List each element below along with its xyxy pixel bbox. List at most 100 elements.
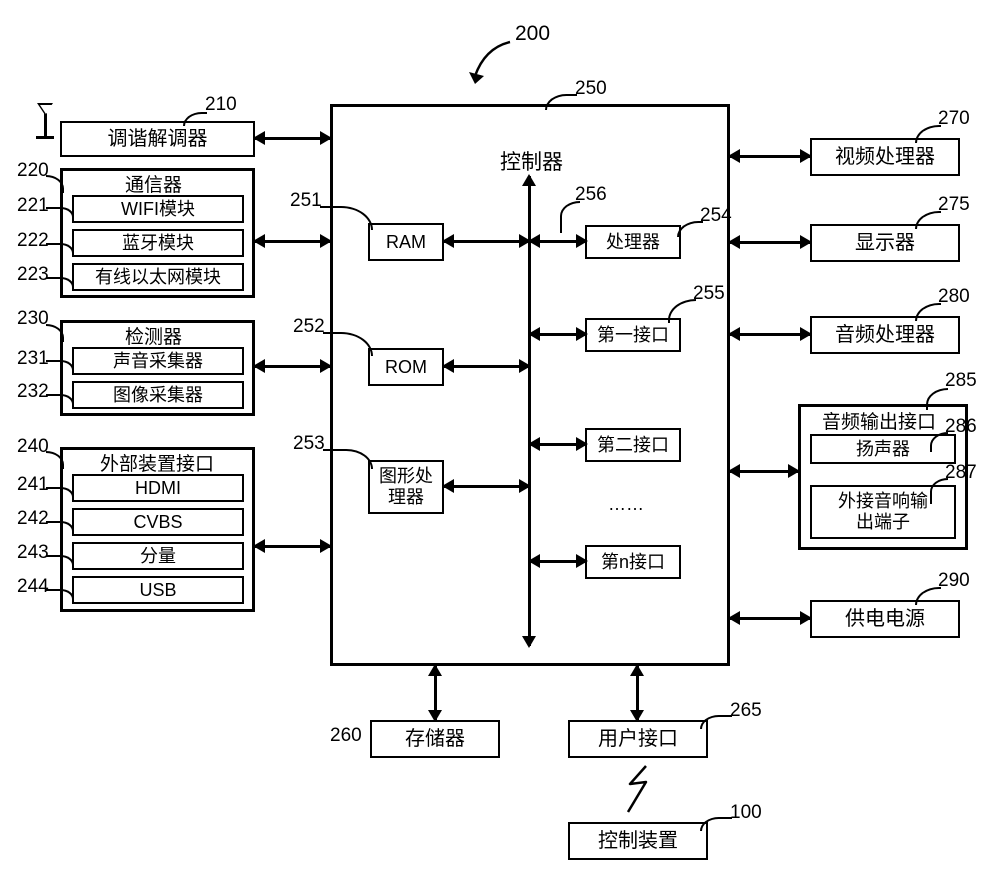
video-box: 视频处理器	[810, 138, 960, 176]
if-dots: ……	[608, 494, 644, 515]
arrow-ctrl-mem	[434, 666, 437, 720]
if2-label: 第二接口	[597, 435, 669, 456]
ref-210: 210	[205, 94, 237, 116]
ref-250: 250	[575, 78, 607, 100]
if1-box: 第一接口	[585, 318, 681, 352]
ref-100: 100	[730, 802, 762, 824]
callout-290	[915, 587, 941, 605]
comm-wifi-label: WIFI模块	[121, 199, 195, 220]
extif-comp-label: 分量	[140, 546, 176, 567]
detector-sound: 声音采集器	[72, 347, 244, 375]
power-label: 供电电源	[845, 608, 925, 631]
arrow-ext-ctrl	[255, 545, 330, 548]
if2-box: 第二接口	[585, 428, 681, 462]
ext-audio-label: 外接音响输 出端子	[838, 491, 928, 532]
detector-image-label: 图像采集器	[113, 385, 203, 406]
extif-hdmi: HDMI	[72, 474, 244, 502]
detector-sound-label: 声音采集器	[113, 351, 203, 372]
ref-260: 260	[330, 725, 362, 747]
if1-label: 第一接口	[597, 325, 669, 346]
audio-label: 音频处理器	[835, 324, 935, 347]
gpu-label: 图形处 理器	[379, 466, 433, 507]
arrow-det-ctrl	[255, 365, 330, 368]
ref-270: 270	[938, 108, 970, 130]
ref-253: 253	[293, 433, 325, 455]
speaker-label: 扬声器	[856, 439, 910, 460]
ctrldev-label: 控制装置	[598, 830, 678, 853]
callout-270	[915, 125, 941, 143]
extif-hdmi-label: HDMI	[135, 478, 181, 499]
ref-222: 222	[17, 230, 49, 252]
ref-243: 243	[17, 542, 49, 564]
detector-image: 图像采集器	[72, 381, 244, 409]
gpu-box: 图形处 理器	[368, 460, 444, 514]
tuner-box: 调谐解调器	[60, 121, 255, 157]
extif-comp: 分量	[72, 542, 244, 570]
callout-265	[700, 715, 732, 729]
arrow-rom-bus	[444, 365, 529, 368]
extif-cvbs-label: CVBS	[133, 512, 182, 533]
controller-title: 控制器	[500, 146, 563, 176]
rom-box: ROM	[368, 348, 444, 386]
ram-label: RAM	[386, 232, 426, 253]
extif-usb-label: USB	[139, 580, 176, 601]
ref-280: 280	[938, 286, 970, 308]
cpu-box: 处理器	[585, 225, 681, 259]
ctrldev-box: 控制装置	[568, 822, 708, 860]
extif-title: 外部装置接口	[100, 449, 214, 476]
audio-box: 音频处理器	[810, 316, 960, 354]
arrow-ctrl-power	[730, 617, 810, 620]
arrow-if2-bus	[530, 443, 586, 446]
callout-275	[915, 211, 941, 229]
ref-287: 287	[945, 462, 977, 484]
ref-252: 252	[293, 316, 325, 338]
detector-title: 检测器	[125, 322, 182, 349]
ref-244: 244	[17, 576, 49, 598]
ref-220: 220	[17, 160, 49, 182]
ref-286: 286	[945, 416, 977, 438]
display-box: 显示器	[810, 224, 960, 262]
userif-box: 用户接口	[568, 720, 708, 758]
arrow-comm-ctrl	[255, 240, 330, 243]
ref-232: 232	[17, 381, 49, 403]
ref-255: 255	[693, 283, 725, 305]
callout-285	[926, 388, 948, 410]
ref-251: 251	[290, 190, 322, 212]
ref-241: 241	[17, 474, 49, 496]
arrow-ifn-bus	[530, 560, 586, 563]
ref-290: 290	[938, 570, 970, 592]
extif-usb: USB	[72, 576, 244, 604]
comm-eth: 有线以太网模块	[72, 263, 244, 291]
cpu-label: 处理器	[606, 232, 660, 253]
display-label: 显示器	[855, 232, 915, 255]
comm-bt-label: 蓝牙模块	[122, 233, 194, 254]
arrow-ctrl-video	[730, 155, 810, 158]
video-label: 视频处理器	[835, 146, 935, 169]
arrow-ctrl-display	[730, 241, 810, 244]
ref-221: 221	[17, 195, 49, 217]
userif-label: 用户接口	[598, 728, 678, 751]
tuner-label: 调谐解调器	[108, 128, 208, 151]
memory-box: 存储器	[370, 720, 500, 758]
callout-280	[915, 303, 941, 321]
ref-242: 242	[17, 508, 49, 530]
ifn-label: 第n接口	[601, 552, 665, 573]
power-box: 供电电源	[810, 600, 960, 638]
ifn-box: 第n接口	[585, 545, 681, 579]
arrow-ctrl-audioout	[730, 470, 798, 473]
audio-out-title: 音频输出接口	[822, 407, 936, 434]
callout-100	[700, 817, 732, 831]
ref-231: 231	[17, 348, 49, 370]
ref-275: 275	[938, 194, 970, 216]
main-pointer	[460, 38, 535, 88]
ref-265: 265	[730, 700, 762, 722]
wireless-icon	[618, 762, 658, 818]
arrow-ctrl-audio	[730, 333, 810, 336]
arrow-cpu-bus	[530, 240, 586, 243]
ref-254: 254	[700, 205, 732, 227]
ref-223: 223	[17, 264, 49, 286]
comm-eth-label: 有线以太网模块	[95, 267, 221, 288]
callout-250	[545, 94, 577, 110]
ref-285: 285	[945, 370, 977, 392]
ram-box: RAM	[368, 223, 444, 261]
